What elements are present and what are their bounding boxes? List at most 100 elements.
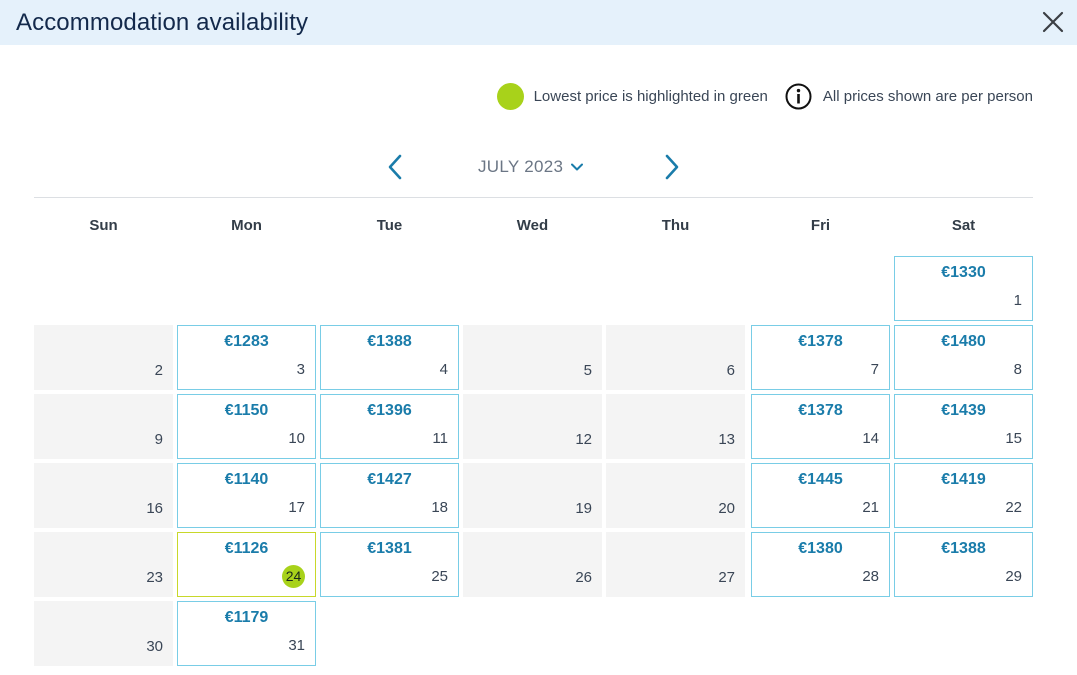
day-number: 7 — [870, 361, 879, 378]
chevron-right-icon — [665, 154, 679, 180]
weekday-label: Sun — [89, 217, 118, 234]
calendar-day-unavailable: 30 — [34, 601, 173, 666]
calendar-day-available[interactable]: €1439 15 — [894, 394, 1033, 459]
calendar-day-available[interactable]: €1480 8 — [894, 325, 1033, 390]
calendar-day-available[interactable]: €1140 17 — [177, 463, 316, 528]
day-price: €1140 — [224, 471, 269, 488]
calendar-day-available[interactable]: €1283 3 — [177, 325, 316, 390]
day-number: 23 — [146, 569, 163, 586]
calendar-day-unavailable: 27 — [606, 532, 745, 597]
day-number: 29 — [1005, 568, 1022, 585]
day-price: €1396 — [367, 402, 412, 419]
weekday-label: Tue — [376, 217, 403, 234]
chevron-left-icon — [388, 154, 402, 180]
day-price: €1439 — [941, 402, 986, 419]
calendar-day-unavailable: 16 — [34, 463, 173, 528]
day-number: 14 — [862, 430, 879, 447]
close-icon — [1042, 11, 1064, 33]
day-number: 18 — [431, 499, 448, 516]
lowest-price-dot — [496, 82, 524, 110]
weekday-label: Sat — [951, 217, 976, 234]
day-number: 6 — [726, 362, 735, 379]
day-price: €1427 — [367, 471, 412, 488]
day-number: 21 — [862, 499, 879, 516]
calendar-day-available[interactable]: €1427 18 — [320, 463, 459, 528]
calendar-day-available[interactable]: €1126 24 — [177, 532, 316, 597]
calendar-day-unavailable: 13 — [606, 394, 745, 459]
calendar-day-unavailable: 2 — [34, 325, 173, 390]
day-price: €1380 — [798, 540, 843, 557]
calendar-day-available[interactable]: €1388 29 — [894, 532, 1033, 597]
day-number: 3 — [296, 361, 305, 378]
day-price: €1378 — [798, 402, 843, 419]
day-price: €1388 — [367, 333, 412, 350]
day-price: €1381 — [367, 540, 412, 557]
day-number: 31 — [288, 637, 305, 654]
day-number: 28 — [862, 568, 879, 585]
day-price: €1150 — [224, 402, 269, 419]
calendar-grid: €1330 1 2 €1283 3 €1388 4 5 6 €1378 7 €1480 8 9 €1150 1… — [34, 256, 1033, 666]
calendar-day-unavailable: 19 — [463, 463, 602, 528]
day-number: 11 — [432, 430, 448, 447]
day-number: 20 — [718, 500, 735, 517]
calendar-day-available[interactable]: €1378 7 — [751, 325, 890, 390]
day-number-lowest: 24 — [282, 565, 305, 588]
day-number: 5 — [583, 362, 592, 379]
day-price: €1378 — [798, 333, 843, 350]
day-number: 25 — [431, 568, 448, 585]
day-number: 10 — [288, 430, 305, 447]
day-number: 8 — [1013, 361, 1022, 378]
month-label: JULY 2023 — [478, 157, 564, 176]
day-number: 4 — [439, 361, 448, 378]
info-icon — [785, 83, 812, 109]
calendar-day-unavailable: 6 — [606, 325, 745, 390]
day-number: 12 — [575, 431, 592, 448]
dialog-title: Accommodation availability — [16, 9, 309, 36]
day-price: €1283 — [224, 333, 269, 350]
month-selector[interactable]: JULY 2023 — [478, 157, 584, 177]
chevron-down-icon — [571, 163, 584, 171]
calendar-day-unavailable: 12 — [463, 394, 602, 459]
day-number: 2 — [154, 362, 163, 379]
day-price: €1330 — [941, 264, 986, 281]
calendar-day-unavailable: 9 — [34, 394, 173, 459]
day-number: 16 — [146, 500, 163, 517]
weekday-label: Mon — [231, 217, 262, 234]
calendar-day-available[interactable]: €1445 21 — [751, 463, 890, 528]
weekday-label: Wed — [516, 217, 549, 234]
day-price: €1126 — [224, 540, 269, 557]
day-price: €1480 — [941, 333, 986, 350]
previous-month-button[interactable] — [385, 153, 405, 181]
next-month-button[interactable] — [662, 153, 682, 181]
weekday-header: Sun Mon Tue Wed Thu Fri Sat — [34, 217, 1033, 237]
weekday-label: Fri — [810, 217, 831, 234]
dialog-header: Accommodation availability — [0, 0, 1077, 45]
per-person-note: All prices shown are per person — [822, 87, 1033, 105]
day-price: €1445 — [798, 471, 843, 488]
month-navigation: JULY 2023 — [34, 150, 1033, 186]
calendar-day-available[interactable]: €1388 4 — [320, 325, 459, 390]
calendar-day-available[interactable]: €1419 22 — [894, 463, 1033, 528]
lowest-price-legend: Lowest price is highlighted in green — [533, 87, 768, 105]
calendar-day-unavailable: 23 — [34, 532, 173, 597]
calendar-day-available[interactable]: €1380 28 — [751, 532, 890, 597]
day-number: 26 — [575, 569, 592, 586]
day-number: 22 — [1005, 499, 1022, 516]
close-button[interactable] — [1041, 10, 1065, 34]
day-price: €1179 — [224, 609, 269, 626]
day-number: 9 — [154, 431, 163, 448]
calendar-day-available[interactable]: €1179 31 — [177, 601, 316, 666]
calendar-day-available[interactable]: €1378 14 — [751, 394, 890, 459]
day-number: 13 — [718, 431, 735, 448]
calendar-day-available[interactable]: €1381 25 — [320, 532, 459, 597]
calendar-day-available[interactable]: €1150 10 — [177, 394, 316, 459]
day-number: 30 — [146, 638, 163, 655]
calendar-day-available[interactable]: €1396 11 — [320, 394, 459, 459]
weekday-label: Thu — [661, 217, 690, 234]
day-number: 27 — [718, 569, 735, 586]
day-number: 1 — [1013, 292, 1022, 309]
day-number: 15 — [1005, 430, 1022, 447]
day-price: €1388 — [941, 540, 986, 557]
calendar-day-available[interactable]: €1330 1 — [894, 256, 1033, 321]
day-number: 19 — [575, 500, 592, 517]
